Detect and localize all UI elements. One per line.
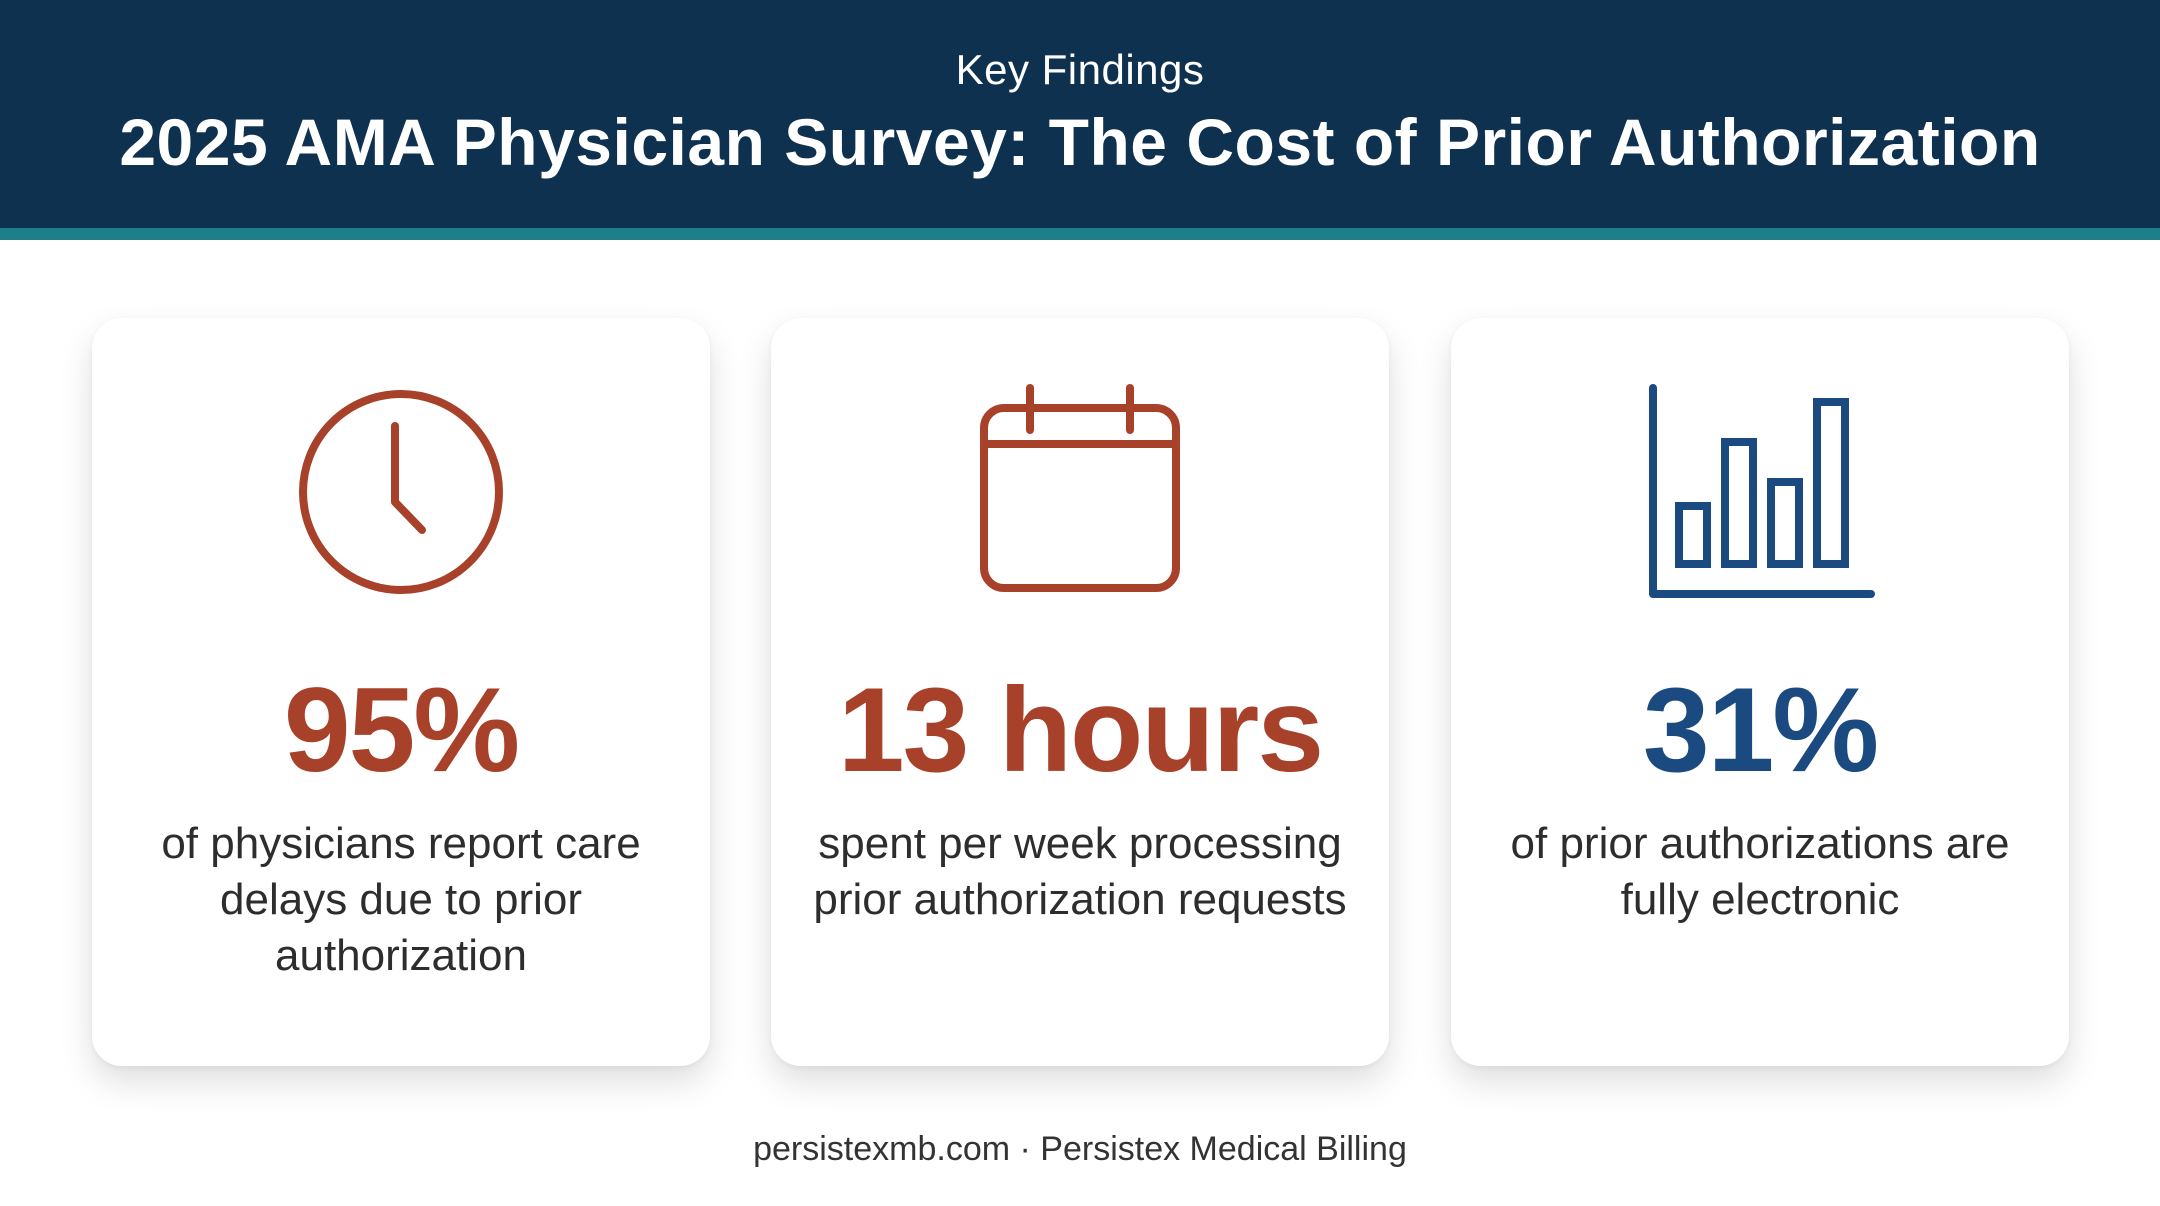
stat-value: 13 hours <box>837 663 1324 797</box>
stat-description: of prior authorizations are fully electr… <box>1510 819 2010 924</box>
eyebrow-label: Key Findings <box>955 46 1205 93</box>
stat-description: spent per week processing prior authoriz… <box>813 819 1347 924</box>
header-stripe <box>0 228 2160 240</box>
calendar-icon <box>771 382 1389 602</box>
footer-credit: persistexmb.com · Persistex Medical Bill… <box>753 1130 1407 1168</box>
bar-chart-icon <box>1451 382 2069 602</box>
stat-card-delays: 95% of physicians report care delays due… <box>92 318 710 1066</box>
stat-value: 95% <box>283 663 520 797</box>
stat-card-electronic: 31% of prior authorizations are fully el… <box>1451 318 2069 1066</box>
page-title: 2025 AMA Physician Survey: The Cost of P… <box>119 105 2041 179</box>
stat-card-hours: 13 hours spent per week processing prior… <box>771 318 1389 1066</box>
stat-description: of physicians report care delays due to … <box>161 819 641 980</box>
clock-icon <box>92 382 710 602</box>
header-banner <box>0 0 2160 228</box>
stat-value: 31% <box>1642 663 1879 797</box>
